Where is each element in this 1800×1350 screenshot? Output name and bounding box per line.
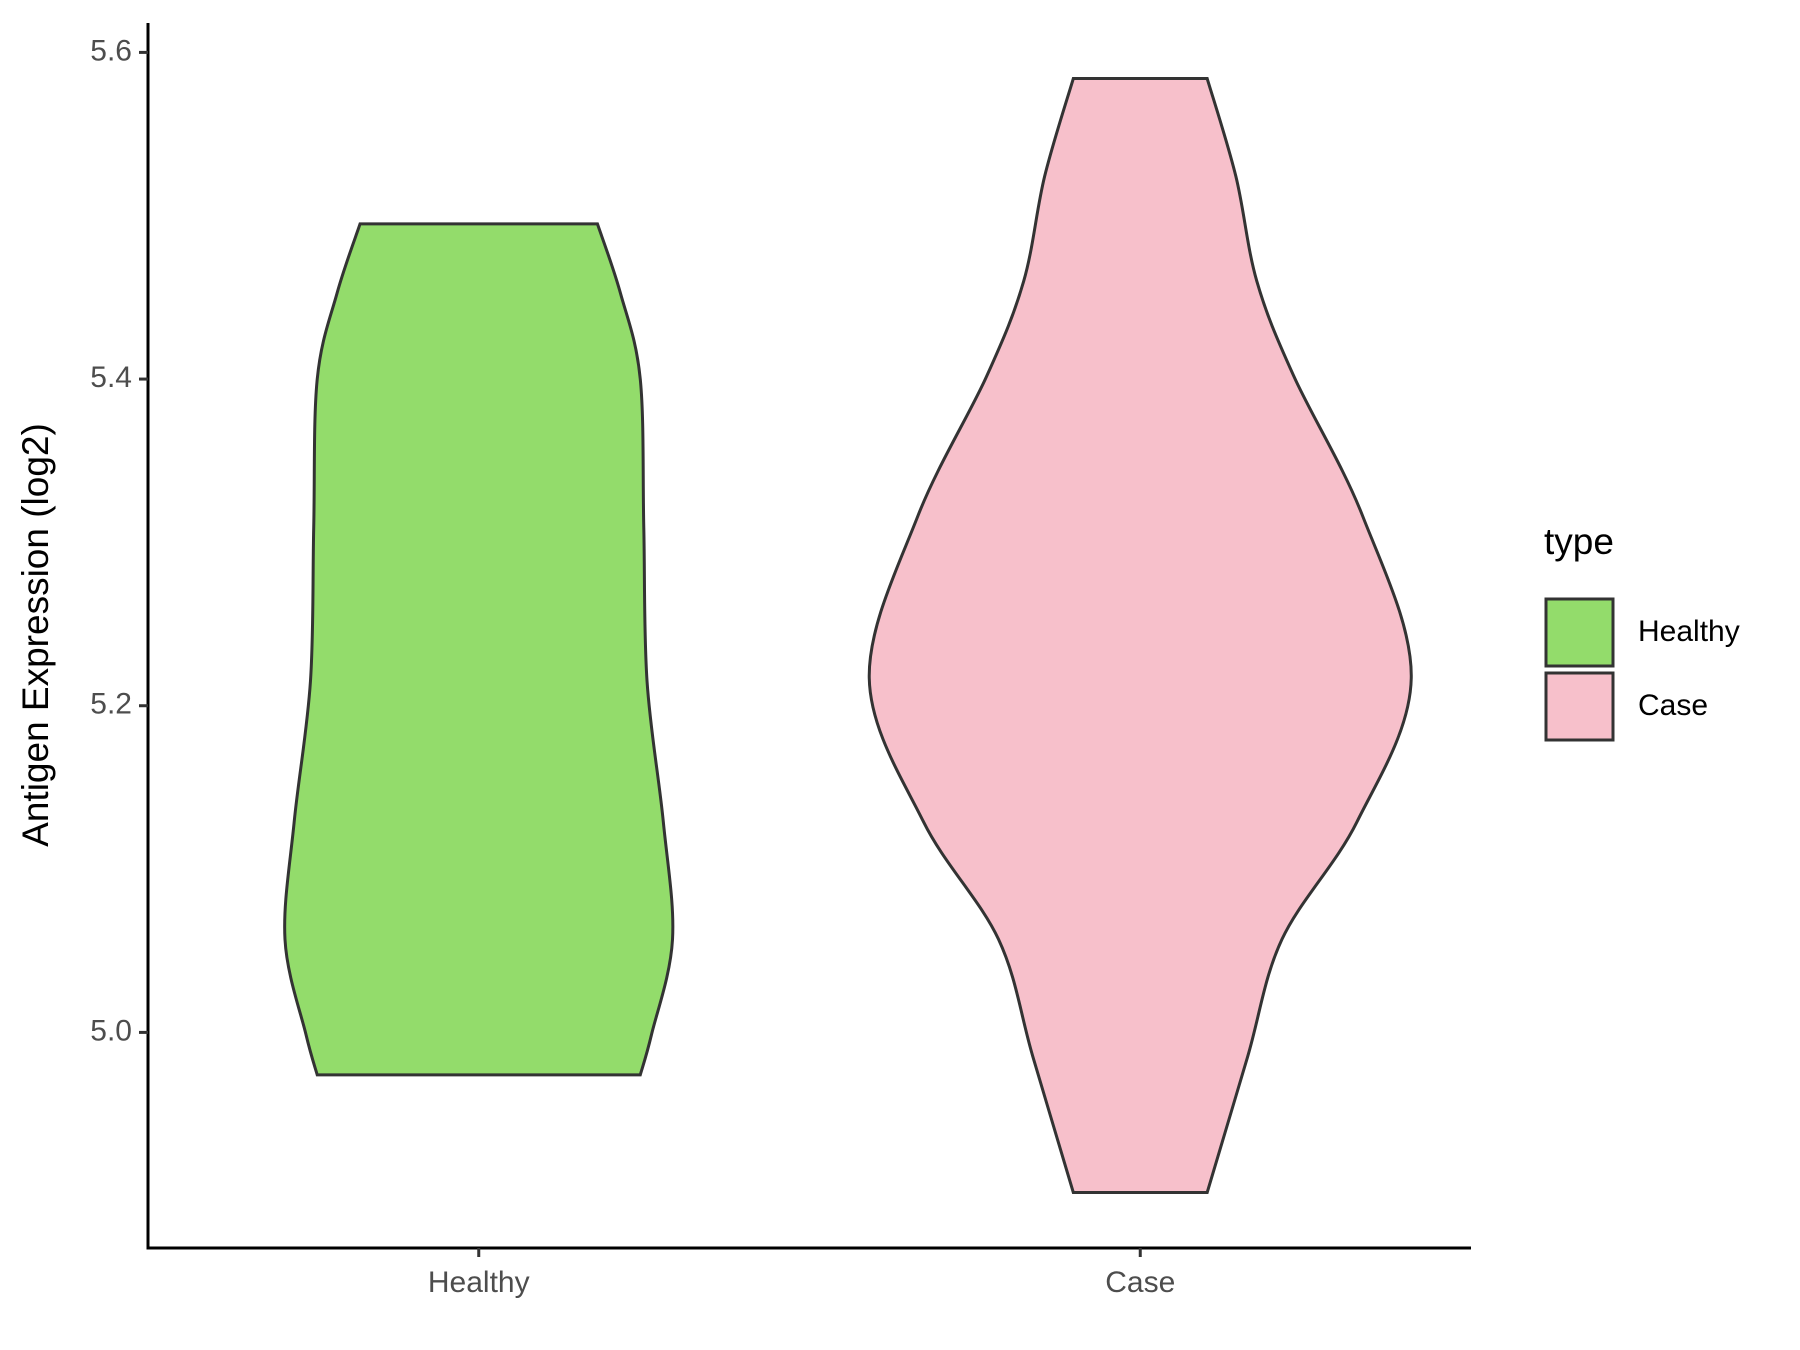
y-tick-label: 5.2 xyxy=(90,688,132,721)
x-tick-label: Case xyxy=(1105,1266,1175,1299)
x-tick-label: Healthy xyxy=(428,1266,530,1299)
legend-title: type xyxy=(1544,521,1614,562)
y-axis-title: Antigen Expression (log2) xyxy=(15,423,56,847)
y-tick-label: 5.6 xyxy=(90,34,132,67)
y-tick-label: 5.4 xyxy=(90,361,132,394)
legend-key xyxy=(1544,671,1615,742)
violin xyxy=(867,77,1413,1194)
y-tick-label: 5.0 xyxy=(90,1014,132,1047)
legend-label: Healthy xyxy=(1638,615,1740,648)
violin xyxy=(283,222,675,1077)
legend-label: Case xyxy=(1638,689,1708,722)
legend-key xyxy=(1544,597,1615,668)
